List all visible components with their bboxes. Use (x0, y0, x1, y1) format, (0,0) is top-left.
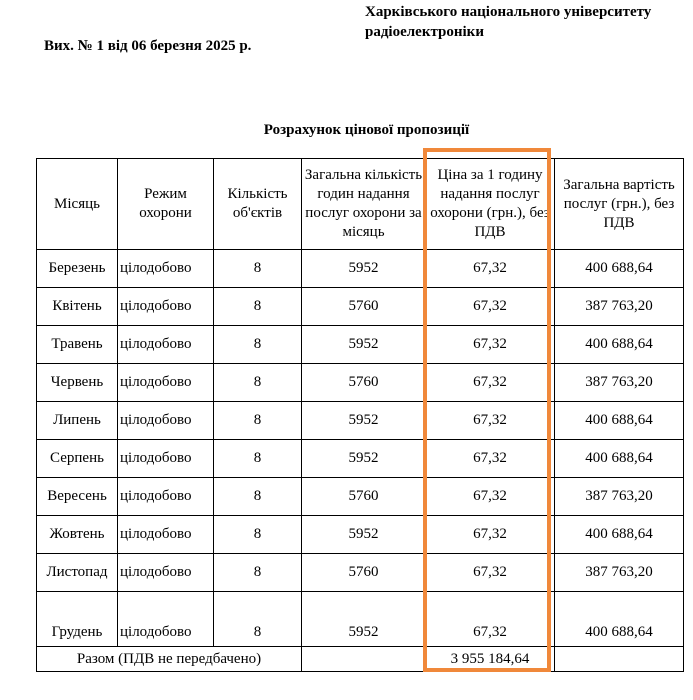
table-row: Червень цілодобово 8 5760 67,32 387 763,20 (36, 363, 684, 402)
cell-month: Квітень (36, 287, 118, 326)
cell-mode: цілодобово (117, 591, 214, 647)
cell-hours: 5952 (301, 591, 426, 647)
cell-objects: 8 (213, 515, 302, 554)
cell-hours: 5952 (301, 439, 426, 478)
table-row: Липень цілодобово 8 5952 67,32 400 688,64 (36, 401, 684, 440)
cell-objects: 8 (213, 325, 302, 364)
col-hours: Загальна кількість годин надання послуг … (301, 158, 426, 250)
col-month: Місяць (36, 158, 118, 250)
cell-objects: 8 (213, 249, 302, 288)
cell-total: 400 688,64 (554, 401, 684, 440)
org-line-1: Харківського національного університету (365, 4, 652, 20)
total-label: Разом (ПДВ не передбачено) (36, 646, 302, 672)
total-value: 3 955 184,64 (425, 646, 555, 672)
cell-mode: цілодобово (117, 553, 214, 592)
cell-total: 387 763,20 (554, 553, 684, 592)
table-row: Березень цілодобово 8 5952 67,32 400 688,64 (36, 249, 684, 288)
cell-hours: 5760 (301, 553, 426, 592)
cell-hours: 5952 (301, 401, 426, 440)
cell-objects: 8 (213, 553, 302, 592)
col-total: Загальна вартість послуг (грн.), без ПДВ (554, 158, 684, 250)
col-price: Ціна за 1 годину надання послуг охорони … (425, 158, 555, 250)
cell-month: Жовтень (36, 515, 118, 554)
cell-hours: 5760 (301, 287, 426, 326)
empty-cell (554, 646, 684, 672)
table-row: Серпень цілодобово 8 5952 67,32 400 688,64 (36, 439, 684, 478)
cell-mode: цілодобово (117, 287, 214, 326)
cell-mode: цілодобово (117, 363, 214, 402)
cell-total: 400 688,64 (554, 439, 684, 478)
cell-objects: 8 (213, 477, 302, 516)
col-objects: Кількість об'єктів (213, 158, 302, 250)
cell-price: 67,32 (425, 325, 555, 364)
cell-total: 400 688,64 (554, 325, 684, 364)
cell-hours: 5952 (301, 325, 426, 364)
cell-total: 400 688,64 (554, 249, 684, 288)
table-row: Квітень цілодобово 8 5760 67,32 387 763,20 (36, 287, 684, 326)
table-row: Жовтень цілодобово 8 5952 67,32 400 688,64 (36, 515, 684, 554)
table-header-row: Місяць Режим охорони Кількість об'єктів … (36, 158, 684, 250)
cell-total: 400 688,64 (554, 515, 684, 554)
cell-hours: 5952 (301, 515, 426, 554)
highlight-box (423, 148, 551, 672)
org-line-2: радіоелектроніки (365, 24, 484, 40)
organization-name: Харківського національного університету … (365, 2, 651, 42)
cell-mode: цілодобово (117, 401, 214, 440)
cell-month: Липень (36, 401, 118, 440)
document-title: Розрахунок цінової пропозиції (263, 122, 470, 138)
cell-price: 67,32 (425, 363, 555, 402)
cell-mode: цілодобово (117, 439, 214, 478)
cell-hours: 5952 (301, 249, 426, 288)
cell-price: 67,32 (425, 439, 555, 478)
empty-cell (301, 646, 426, 672)
cell-mode: цілодобово (117, 515, 214, 554)
cell-month: Березень (36, 249, 118, 288)
reference-number: Вих. № 1 від 06 березня 2025 р. (44, 38, 252, 54)
cell-month: Листопад (36, 553, 118, 592)
table-row: Грудень цілодобово 8 5952 67,32 400 688,64 (36, 591, 684, 647)
cell-total: 387 763,20 (554, 477, 684, 516)
cell-mode: цілодобово (117, 249, 214, 288)
total-row: Разом (ПДВ не передбачено) 3 955 184,64 (36, 646, 684, 672)
col-mode: Режим охорони (117, 158, 214, 250)
cell-month: Серпень (36, 439, 118, 478)
table-row: Листопад цілодобово 8 5760 67,32 387 763,20 (36, 553, 684, 592)
cell-month: Червень (36, 363, 118, 402)
cell-total: 387 763,20 (554, 363, 684, 402)
table-row: Травень цілодобово 8 5952 67,32 400 688,64 (36, 325, 684, 364)
cell-price: 67,32 (425, 591, 555, 647)
cell-mode: цілодобово (117, 477, 214, 516)
cell-objects: 8 (213, 363, 302, 402)
cell-objects: 8 (213, 401, 302, 440)
price-table: Місяць Режим охорони Кількість об'єктів … (36, 158, 684, 672)
cell-total: 387 763,20 (554, 287, 684, 326)
table-row: Вересень цілодобово 8 5760 67,32 387 763,20 (36, 477, 684, 516)
cell-mode: цілодобово (117, 325, 214, 364)
cell-price: 67,32 (425, 249, 555, 288)
cell-objects: 8 (213, 287, 302, 326)
cell-price: 67,32 (425, 401, 555, 440)
cell-hours: 5760 (301, 477, 426, 516)
cell-month: Грудень (36, 591, 118, 647)
cell-hours: 5760 (301, 363, 426, 402)
cell-month: Вересень (36, 477, 118, 516)
cell-objects: 8 (213, 591, 302, 647)
cell-objects: 8 (213, 439, 302, 478)
cell-month: Травень (36, 325, 118, 364)
cell-total: 400 688,64 (554, 591, 684, 647)
